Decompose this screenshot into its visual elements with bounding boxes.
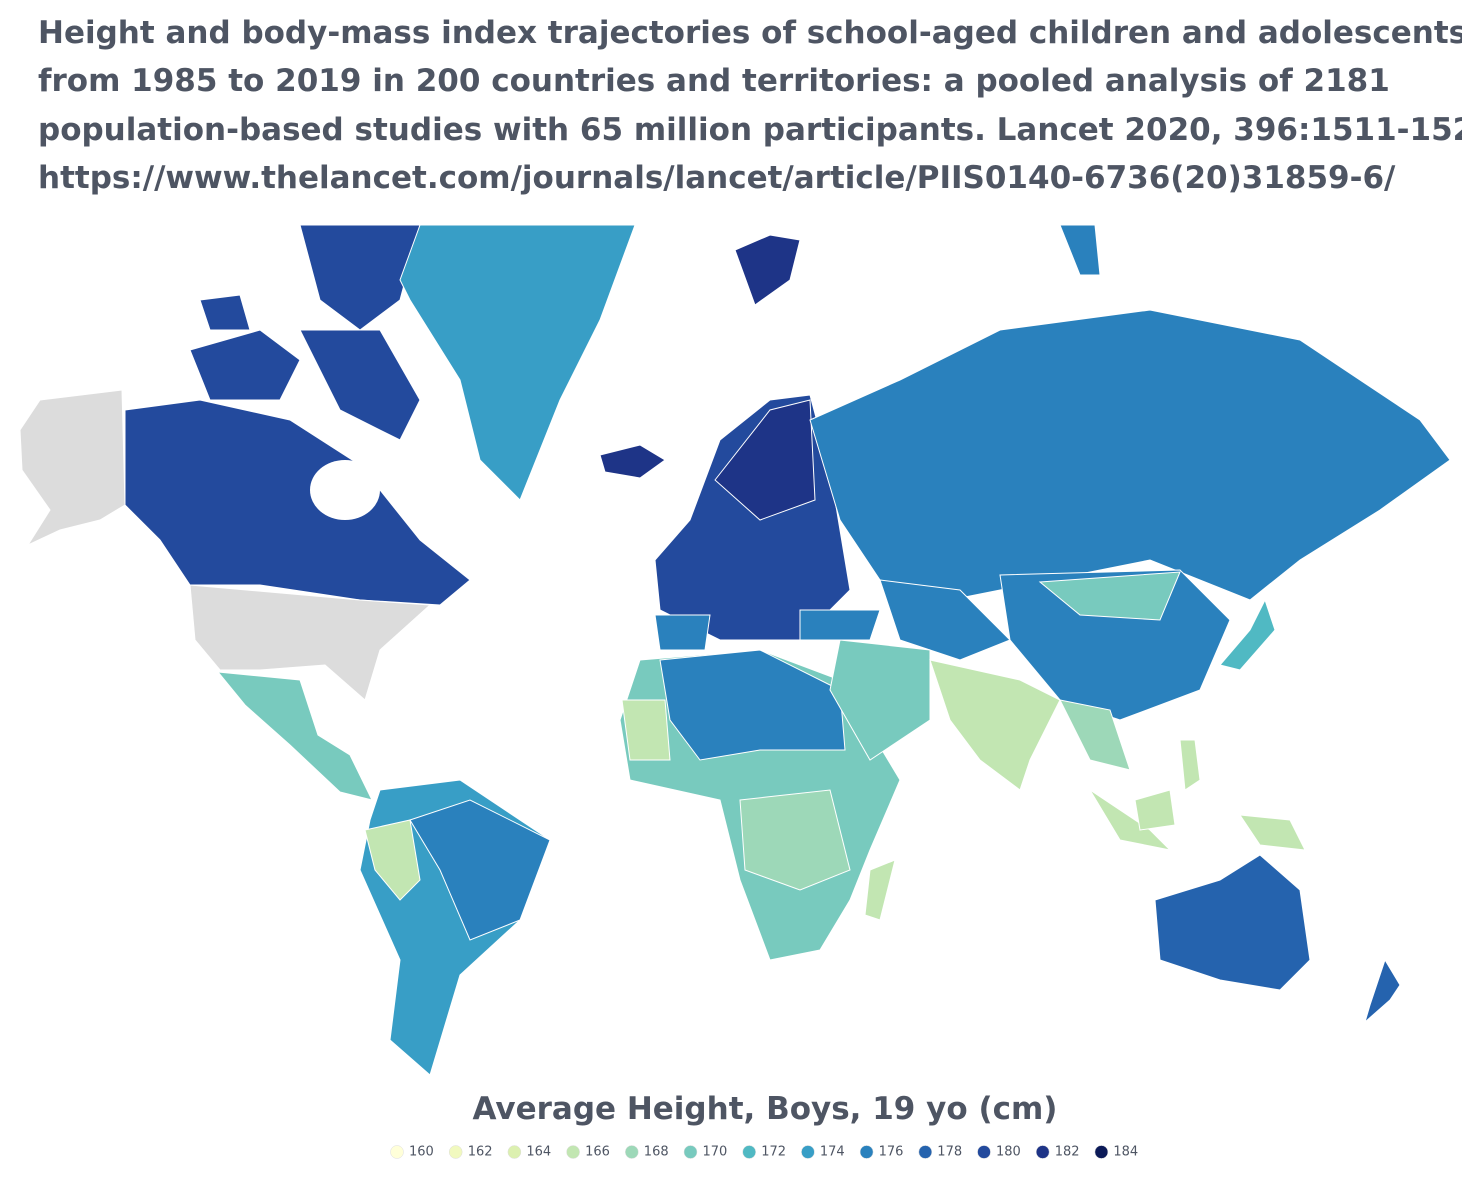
legend-label: 164 <box>526 1145 551 1160</box>
legend-label: 172 <box>761 1145 786 1160</box>
region <box>809 309 1451 601</box>
region <box>1059 224 1101 276</box>
region <box>216 671 373 801</box>
region <box>1238 814 1306 851</box>
legend-label: 180 <box>996 1145 1021 1160</box>
title-line: population-based studies with 65 million… <box>38 112 1462 148</box>
legend-label: 176 <box>879 1145 904 1160</box>
region <box>799 609 881 641</box>
legend-swatch <box>801 1145 815 1159</box>
region <box>864 859 896 921</box>
legend-label: 168 <box>644 1145 669 1160</box>
region <box>1038 571 1181 621</box>
legend-swatch <box>1035 1145 1050 1159</box>
region <box>1134 789 1176 831</box>
title-line: from 1985 to 2019 in 200 countries and t… <box>38 63 1390 99</box>
region <box>654 614 711 651</box>
region <box>739 789 851 891</box>
legend-label: 184 <box>1113 1145 1138 1160</box>
legend-label: 170 <box>703 1145 728 1160</box>
region <box>124 399 471 606</box>
title-line: Height and body-mass index trajectories … <box>38 15 1462 51</box>
water <box>310 460 380 520</box>
legend-swatch <box>977 1145 991 1159</box>
region <box>1059 699 1131 771</box>
region <box>189 329 301 401</box>
legend-label: 162 <box>468 1145 493 1160</box>
legend-swatch <box>566 1145 580 1159</box>
legend-swatch <box>507 1145 522 1159</box>
region <box>364 819 421 901</box>
region <box>714 399 816 521</box>
region <box>999 569 1231 721</box>
region <box>1179 739 1201 791</box>
region <box>1364 958 1401 1024</box>
legend-swatch <box>390 1145 404 1159</box>
legend-swatch <box>683 1145 698 1159</box>
legend-swatch <box>1094 1145 1109 1159</box>
legend-swatch <box>918 1145 933 1159</box>
region <box>399 224 636 501</box>
legend-label: 166 <box>585 1145 610 1160</box>
region <box>879 579 1011 661</box>
map <box>19 224 1451 1076</box>
legend-swatch <box>859 1145 874 1159</box>
region <box>599 444 666 479</box>
legend-swatch <box>448 1145 463 1159</box>
legend-label: 160 <box>409 1145 434 1160</box>
legend-swatch <box>742 1145 756 1159</box>
region <box>299 329 421 441</box>
region <box>734 234 801 306</box>
legend-label: 174 <box>820 1145 845 1160</box>
region <box>199 294 251 331</box>
region <box>1154 854 1311 991</box>
region <box>1089 789 1172 851</box>
legend-label: 178 <box>937 1145 962 1160</box>
legend-title: Average Height, Boys, 19 yo (cm) <box>473 1091 1058 1127</box>
region <box>659 649 846 761</box>
region <box>829 639 931 761</box>
region <box>621 699 671 761</box>
region <box>19 389 126 547</box>
region <box>1219 598 1276 671</box>
region <box>189 584 432 701</box>
legend: 160 162 164 166 168 170 172 174 176 178 180 182 184 <box>390 1145 1138 1160</box>
region <box>929 659 1061 791</box>
legend-swatch <box>625 1145 639 1159</box>
legend-label: 182 <box>1055 1145 1080 1160</box>
title-line: https://www.thelancet.com/journals/lance… <box>38 160 1396 196</box>
region <box>299 224 421 331</box>
region <box>409 799 551 941</box>
